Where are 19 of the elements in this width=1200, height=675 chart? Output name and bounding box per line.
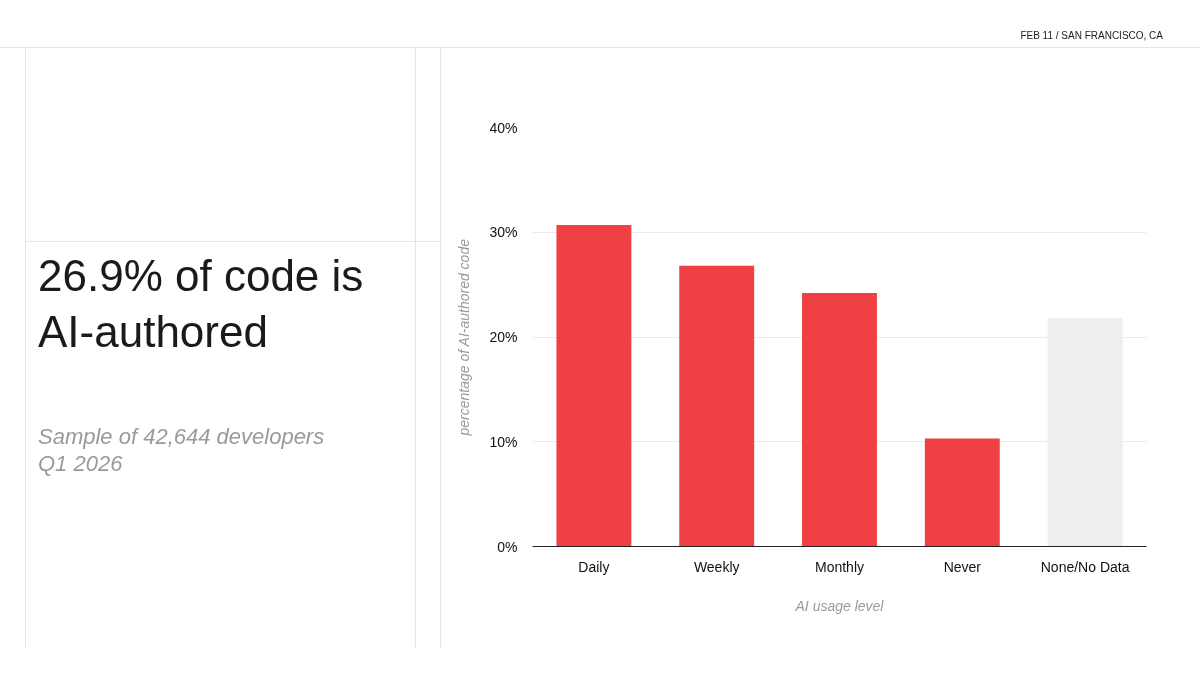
x-tick-label: Weekly xyxy=(693,558,740,575)
x-axis-title: AI usage level xyxy=(794,597,885,614)
y-tick-label: 0% xyxy=(497,538,518,555)
y-axis-title: percentage of AI-authored code xyxy=(456,238,473,437)
bar xyxy=(924,438,1000,547)
x-tick-label: None/No Data xyxy=(1040,558,1130,575)
bar xyxy=(556,224,632,547)
y-tick-label: 30% xyxy=(489,224,518,241)
y-tick-label: 40% xyxy=(489,119,518,136)
y-tick-label: 10% xyxy=(489,433,518,450)
text: FEB 11 / SAN FRANCISCO, CA xyxy=(1019,29,1163,43)
x-tick-label: Daily xyxy=(578,558,610,575)
x-tick-label: Never xyxy=(943,558,982,575)
x-tick-label: Monthly xyxy=(814,558,865,575)
bar xyxy=(802,293,877,547)
bar xyxy=(679,265,755,547)
text: Sample of 42,644 developers Q1 2026 xyxy=(38,423,326,477)
text: 26.9% of code is AI-authored xyxy=(38,250,365,358)
y-tick-label: 20% xyxy=(489,329,518,345)
